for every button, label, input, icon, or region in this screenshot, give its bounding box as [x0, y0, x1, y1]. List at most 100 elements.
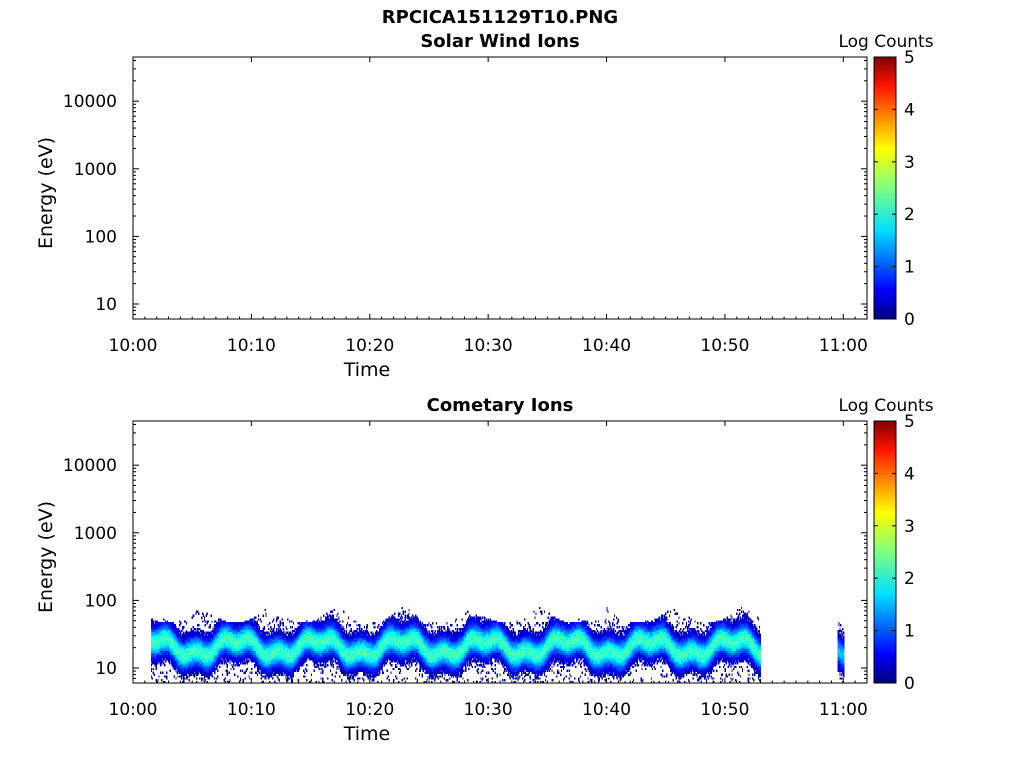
data-cell: [171, 660, 173, 663]
data-cell: [239, 652, 242, 655]
data-cell: [265, 641, 267, 644]
data-cell: [243, 646, 245, 650]
data-cell: [247, 643, 249, 646]
data-cell: [202, 663, 205, 667]
data-cell: [236, 660, 238, 663]
data-cell: [179, 624, 181, 627]
data-cell: [244, 643, 246, 646]
data-cell: [248, 635, 250, 638]
data-cell: [262, 635, 264, 638]
data-cell: [282, 622, 284, 625]
data-cell: [242, 658, 244, 661]
data-cell: [212, 660, 214, 663]
data-cell: [183, 671, 186, 674]
data-cell: [156, 635, 158, 638]
data-cell: [253, 646, 256, 650]
data-cell: [193, 673, 195, 676]
data-cell: [190, 643, 192, 646]
data-cell: [256, 669, 259, 672]
data-cell: [156, 620, 158, 623]
data-cell: [221, 637, 224, 640]
data-cell: [248, 652, 250, 655]
data-cell: [253, 648, 256, 652]
data-cell: [254, 625, 257, 629]
data-cell: [216, 652, 218, 655]
data-cell: [245, 650, 247, 653]
data-cell: [238, 652, 241, 655]
data-cell: [247, 646, 249, 650]
data-cell: [220, 654, 223, 657]
data-cell: [245, 648, 247, 652]
data-cell: [171, 648, 173, 652]
data-cell: [172, 663, 174, 667]
data-cell: [255, 639, 258, 642]
data-cell: [233, 627, 235, 631]
data-cell: [225, 656, 227, 659]
data-cell: [252, 633, 254, 636]
data-cell: [241, 648, 244, 652]
data-cell: [164, 627, 166, 631]
data-cell: [214, 665, 216, 669]
data-cell: [220, 639, 223, 642]
data-cell: [161, 643, 163, 646]
data-cell: [163, 625, 165, 629]
data-cell: [241, 646, 244, 650]
data-cell: [269, 663, 271, 667]
y-tick-label: 100: [85, 227, 117, 247]
data-cell: [221, 629, 224, 633]
data-cell: [183, 644, 186, 648]
data-cell: [236, 627, 239, 631]
data-cell: [202, 631, 205, 634]
data-cell: [194, 654, 196, 657]
data-cell: [181, 646, 183, 650]
data-cell: [178, 658, 180, 661]
data-cell: [150, 650, 153, 653]
data-cell: [209, 646, 211, 650]
data-cell: [244, 662, 246, 665]
data-cell: [197, 633, 199, 636]
data-cell: [251, 627, 253, 631]
data-cell: [193, 643, 195, 646]
data-cell: [212, 658, 214, 661]
data-cell: [267, 675, 269, 678]
data-cell: [257, 639, 260, 642]
data-cell: [180, 641, 182, 644]
data-cell: [166, 622, 169, 625]
data-cell: [188, 665, 190, 669]
data-cell: [238, 624, 241, 627]
data-cell: [192, 665, 194, 669]
data-cell: [204, 662, 207, 665]
data-cell: [211, 654, 213, 657]
data-cell: [182, 625, 185, 629]
data-cell: [165, 648, 168, 652]
data-cell: [154, 635, 156, 638]
data-cell: [240, 646, 243, 650]
data-cell: [234, 625, 236, 629]
data-cell: [236, 641, 239, 644]
data-cell: [206, 635, 208, 638]
data-cell: [200, 677, 203, 680]
chart-title-solar-wind: Solar Wind Ions: [420, 31, 580, 52]
data-cell: [161, 650, 163, 653]
data-cell: [163, 618, 165, 621]
data-cell: [186, 639, 189, 642]
data-cell: [220, 660, 223, 663]
data-cell: [257, 646, 260, 650]
data-cell: [231, 650, 233, 653]
data-cell: [269, 658, 271, 661]
chart-title-cometary: Cometary Ions: [426, 395, 574, 416]
data-cell: [259, 667, 262, 671]
data-cell: [226, 624, 228, 627]
data-cell: [249, 618, 251, 621]
data-cell: [216, 641, 218, 644]
data-cell: [209, 673, 211, 676]
data-cell: [232, 641, 234, 644]
data-cell: [211, 667, 213, 671]
data-cell: [244, 654, 246, 657]
data-cell: [199, 652, 201, 655]
data-cell: [257, 633, 260, 636]
data-cell: [218, 637, 220, 640]
data-cell: [197, 650, 199, 653]
data-cell: [172, 622, 174, 625]
data-cell: [191, 643, 193, 646]
